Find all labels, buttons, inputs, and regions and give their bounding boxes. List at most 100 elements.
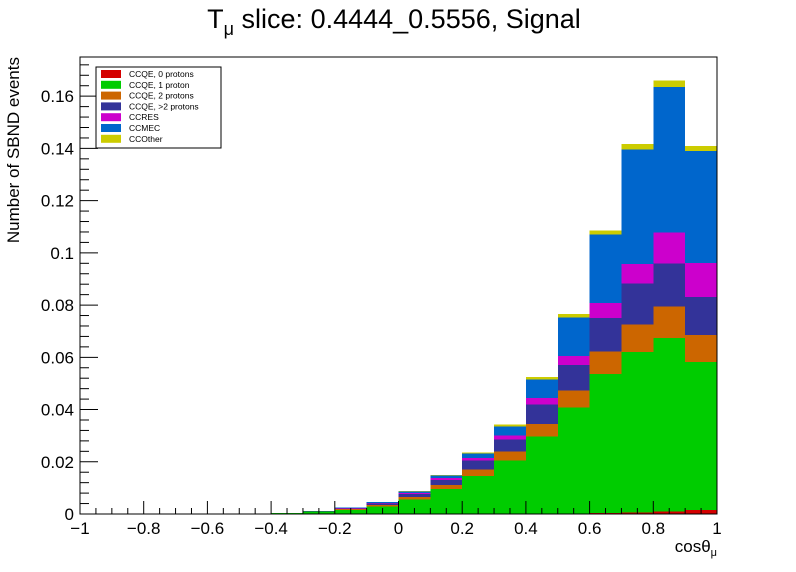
x-tick-label: 1	[712, 519, 721, 538]
bar-segment	[462, 460, 495, 470]
bar-segment	[621, 283, 654, 325]
bar-segment	[398, 492, 431, 494]
bar-segment	[430, 485, 463, 490]
y-tick-label: 0.12	[41, 192, 74, 211]
bar-segment	[621, 352, 654, 513]
bar-segment	[494, 435, 526, 440]
chart-title: Tμ slice: 0.4444_0.5556, Signal	[207, 4, 581, 39]
bar-segment	[621, 149, 654, 264]
bar-segment	[366, 503, 399, 506]
bar-segment	[430, 475, 463, 479]
bar-segment	[398, 497, 431, 500]
legend-label: CCQE, 1 proton	[129, 80, 190, 90]
y-tick-label: 0	[65, 505, 74, 524]
x-tick-label: 0	[394, 519, 403, 538]
bar-segment	[685, 334, 717, 362]
bar-segment	[685, 361, 717, 511]
x-axis-title: cosθμ	[675, 537, 717, 559]
x-tick-label: −0.8	[127, 519, 161, 538]
y-tick-label: 0.08	[41, 296, 74, 315]
bar-segment	[589, 373, 622, 513]
bar-segment	[334, 507, 367, 508]
legend-swatch	[101, 124, 121, 132]
x-tick-label: −0.6	[191, 519, 225, 538]
bar-segment	[494, 451, 526, 461]
bar-segment	[653, 263, 686, 307]
x-axis-title-main: cosθ	[675, 537, 711, 556]
bar-segment	[685, 296, 717, 335]
bar-segment	[525, 436, 558, 514]
bar-segment	[398, 490, 431, 492]
legend-swatch	[101, 113, 121, 122]
bar-segment	[525, 379, 558, 399]
bar-segment	[430, 474, 463, 476]
bar-segment	[589, 234, 622, 303]
bar-segment	[398, 499, 431, 514]
bar-segment	[589, 318, 622, 352]
bar-segment	[525, 377, 558, 380]
legend-label: CCMEC	[129, 123, 160, 133]
bar-segment	[621, 263, 654, 284]
bar-segment	[525, 404, 558, 425]
bar-segment	[685, 145, 717, 152]
x-axis-title-sub: μ	[711, 547, 717, 559]
x-tick-label: 0.2	[450, 519, 474, 538]
bar-segment	[557, 407, 590, 514]
bar-segment	[430, 478, 463, 480]
chart-title-sub: μ	[224, 19, 234, 39]
bar-segment	[557, 365, 590, 391]
y-tick-label: 0.16	[41, 87, 74, 106]
bar-segment	[653, 337, 686, 512]
bar-segment	[557, 390, 590, 408]
bar-segment	[557, 317, 590, 357]
x-tick-label: 0.6	[578, 519, 602, 538]
bar-segment	[621, 144, 654, 150]
bar-segment	[462, 457, 495, 461]
bar-segment	[685, 262, 717, 297]
legend-label: CCOther	[129, 134, 163, 144]
chart-title-rest: slice: 0.4444_0.5556, Signal	[234, 4, 581, 34]
bar-segment	[366, 503, 399, 504]
bar-segment	[685, 151, 717, 263]
bar-segment	[653, 80, 686, 88]
chart-title-main: T	[207, 4, 224, 34]
bar-segment	[462, 452, 495, 454]
legend-label: CCQE, >2 protons	[129, 101, 199, 111]
x-tick-label: −0.2	[318, 519, 352, 538]
bar-segment	[430, 479, 463, 486]
legend-swatch	[101, 91, 121, 100]
bar-segment	[525, 398, 558, 405]
y-tick-label: 0.14	[41, 139, 74, 158]
x-axis: −1 −0.8 −0.6 −0.4 −0.2 0 0.2 0.4 0.6 0.8 1	[70, 501, 722, 538]
bar-segment	[525, 424, 558, 437]
bar-segment	[462, 476, 495, 514]
legend-swatch	[101, 80, 121, 89]
y-axis-title: Number of SBND events	[4, 57, 23, 243]
bar-segment	[589, 302, 622, 319]
legend-label: CCQE, 2 protons	[129, 91, 194, 101]
bar-segment	[589, 351, 622, 374]
x-tick-label: −1	[70, 519, 89, 538]
bar-segment	[494, 426, 526, 436]
bar-segment	[494, 439, 526, 452]
bar-segment	[589, 230, 622, 235]
x-tick-label: 0.8	[641, 519, 665, 538]
legend-swatch	[101, 70, 121, 78]
y-tick-label: 0.1	[50, 244, 74, 263]
bar-segment	[366, 502, 399, 504]
bar-segment	[462, 453, 495, 458]
bar-segment	[494, 460, 526, 514]
x-tick-label: 0.4	[514, 519, 538, 538]
bar-segment	[398, 491, 431, 493]
bar-segment	[366, 505, 399, 507]
bar-segment	[653, 87, 686, 233]
bar-segment	[653, 232, 686, 264]
legend-label: CCRES	[129, 112, 159, 122]
x-tick-label: −0.4	[254, 519, 288, 538]
bars-layer	[271, 80, 717, 514]
y-tick-label: 0.04	[41, 401, 74, 420]
legend-label: CCQE, 0 protons	[129, 69, 194, 79]
bar-segment	[398, 493, 431, 498]
